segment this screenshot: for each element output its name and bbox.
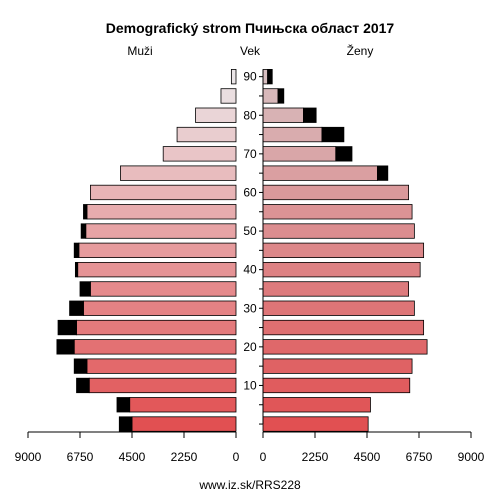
- male-extra-bar-10-14: [76, 377, 90, 394]
- female-label: Ženy: [347, 43, 374, 58]
- female-bar-75-79: [262, 126, 323, 143]
- male-bar-40-44: [77, 261, 237, 278]
- male-extra-bar-15-19: [73, 358, 88, 374]
- male-extra-bar-30-34: [69, 300, 84, 316]
- male-bar-20-24: [73, 339, 237, 355]
- age-label: Vek: [240, 44, 261, 58]
- male-bar-85-89: [220, 88, 237, 104]
- bars-layer: [56, 69, 428, 432]
- male-bar-25-29: [76, 319, 237, 336]
- age-tick-label: 90: [243, 70, 257, 84]
- male-extra-bar-25-29: [57, 319, 77, 336]
- female-bar-45-49: [262, 242, 425, 259]
- male-x-tick-label: 6750: [67, 450, 94, 464]
- age-tick-label: 20: [243, 340, 257, 354]
- female-bar-80-84: [262, 107, 304, 123]
- male-extra-bar-0-4: [118, 416, 133, 432]
- female-extra-bar-85-89: [277, 88, 285, 104]
- female-bar-90+: [262, 69, 269, 85]
- male-bar-5-9: [129, 397, 237, 413]
- female-bar-15-19: [262, 358, 413, 374]
- male-extra-bar-55-59: [83, 204, 88, 220]
- male-bar-90+: [230, 69, 237, 85]
- male-bar-80-84: [195, 107, 237, 123]
- female-extra-bar-75-79: [321, 126, 345, 143]
- male-extra-bar-20-24: [56, 339, 75, 355]
- male-x-tick-label: 2250: [171, 450, 198, 464]
- male-bar-60-64: [90, 184, 237, 201]
- male-bar-35-39: [90, 281, 237, 297]
- male-bar-0-4: [131, 416, 237, 432]
- female-bar-0-4: [262, 416, 369, 432]
- female-bar-35-39: [262, 281, 410, 297]
- female-bar-50-54: [262, 223, 415, 239]
- age-tick-label: 40: [243, 263, 257, 277]
- female-bar-30-34: [262, 300, 415, 316]
- male-bar-30-34: [83, 300, 237, 316]
- male-bar-10-14: [88, 377, 237, 394]
- male-bar-65-69: [120, 165, 237, 181]
- male-extra-bar-5-9: [116, 397, 131, 413]
- male-extra-bar-40-44: [74, 261, 79, 278]
- female-x-tick-label: 9000: [458, 450, 485, 464]
- male-x-tick-label: 4500: [119, 450, 146, 464]
- female-x-tick-label: 4500: [354, 450, 381, 464]
- female-bar-55-59: [262, 204, 413, 220]
- male-bar-75-79: [176, 126, 237, 143]
- male-bar-70-74: [162, 146, 237, 162]
- age-tick-label: 30: [243, 301, 257, 315]
- female-bar-40-44: [262, 261, 421, 278]
- male-extra-bar-35-39: [79, 281, 91, 297]
- chart-title: Demografický strom Пчињска област 2017: [106, 20, 395, 36]
- male-bar-15-19: [86, 358, 237, 374]
- female-extra-bar-70-74: [335, 146, 353, 162]
- age-tick-label: 50: [243, 224, 257, 238]
- female-bar-5-9: [262, 397, 371, 413]
- female-bar-65-69: [262, 165, 378, 181]
- female-extra-bar-65-69: [376, 165, 389, 181]
- female-bar-25-29: [262, 319, 425, 336]
- male-extra-bar-50-54: [80, 223, 87, 239]
- female-bar-10-14: [262, 377, 411, 394]
- female-bar-85-89: [262, 88, 279, 104]
- age-tick-label: 80: [243, 108, 257, 122]
- age-tick-label: 60: [243, 185, 257, 199]
- female-bar-20-24: [262, 339, 428, 355]
- male-extra-bar-45-49: [73, 242, 80, 259]
- source-footer: www.iz.sk/RRS228: [198, 478, 301, 492]
- female-x-tick-label: 2250: [302, 450, 329, 464]
- male-bar-45-49: [78, 242, 237, 259]
- female-bar-70-74: [262, 146, 337, 162]
- male-label: Muži: [127, 44, 152, 58]
- male-x-tick-label: 9000: [15, 450, 42, 464]
- male-x-tick-label: 0: [233, 450, 240, 464]
- age-tick-label: 70: [243, 147, 257, 161]
- female-extra-bar-80-84: [303, 107, 317, 123]
- female-x-tick-label: 0: [260, 450, 267, 464]
- age-tick-label: 10: [243, 378, 257, 392]
- female-extra-bar-90+: [267, 69, 273, 85]
- male-bar-50-54: [85, 223, 237, 239]
- female-bar-60-64: [262, 184, 410, 201]
- male-bar-55-59: [86, 204, 237, 220]
- female-x-tick-label: 6750: [406, 450, 433, 464]
